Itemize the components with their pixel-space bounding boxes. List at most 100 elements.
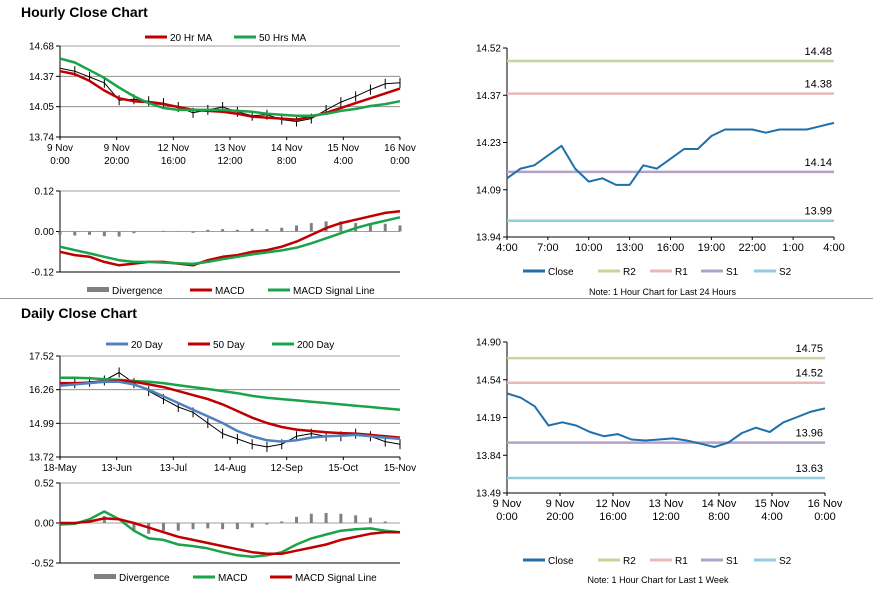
hourly-price-x-tick-label: 16 Nov bbox=[384, 143, 416, 154]
hourly-24h-y-tick-label: 14.23 bbox=[476, 138, 501, 149]
hourly-24h-legend-label: R1 bbox=[675, 267, 688, 278]
daily-section-title: Daily Close Chart bbox=[21, 305, 137, 321]
daily-price-y-tick-label: 13.72 bbox=[29, 453, 54, 464]
daily-price-x-tick-label: 14-Aug bbox=[214, 463, 246, 474]
hourly-macd-legend-label: MACD Signal Line bbox=[293, 286, 375, 297]
daily-macd-series-macd-signal-line bbox=[60, 517, 400, 556]
hourly-macd-series-macd-signal-line bbox=[59, 216, 401, 266]
hourly-price-y-tick-label: 14.68 bbox=[29, 42, 54, 53]
hourly-week-level-label: 13.96 bbox=[795, 428, 823, 440]
hourly-week-x-tick-label: 8:00 bbox=[708, 511, 729, 523]
hourly-week-x-tick-label: 0:00 bbox=[496, 511, 517, 523]
hourly-24h-x-tick-label: 4:00 bbox=[496, 242, 517, 254]
hourly-24h-x-tick-label: 1:00 bbox=[782, 242, 803, 254]
hourly-price-y-tick-label: 14.05 bbox=[29, 102, 54, 113]
daily-price-legend-label: 50 Day bbox=[213, 340, 245, 351]
daily-price-y-tick-label: 17.52 bbox=[29, 352, 54, 363]
hourly-week-y-tick-label: 14.90 bbox=[476, 338, 501, 349]
hourly-week-legend-label: S2 bbox=[779, 556, 792, 567]
hourly-week-x-tick-label: 9 Nov bbox=[546, 498, 575, 510]
hourly-week-x-tick-label: 20:00 bbox=[546, 511, 574, 523]
hourly-24h-y-tick-label: 14.52 bbox=[476, 44, 501, 55]
hourly-week-legend-label: R2 bbox=[623, 556, 636, 567]
hourly-24h-y-tick-label: 13.94 bbox=[476, 233, 501, 244]
hourly-24h-x-tick-label: 16:00 bbox=[657, 242, 685, 254]
daily-macd-legend-swatch bbox=[94, 574, 116, 579]
daily-price-x-tick-label: 12-Sep bbox=[271, 463, 304, 474]
hourly-24h-level-label: 14.14 bbox=[804, 157, 832, 169]
daily-price-x-tick-label: 13-Jul bbox=[160, 463, 187, 474]
hourly-week-legend-label: R1 bbox=[675, 556, 688, 567]
hourly-week-legend-label: Close bbox=[548, 556, 574, 567]
hourly-24h-series-close bbox=[506, 121, 835, 186]
hourly-24h-level-label: 14.48 bbox=[804, 46, 832, 58]
hourly-week-level-label: 14.75 bbox=[795, 343, 823, 355]
hourly-week-x-tick-label: 15 Nov bbox=[755, 498, 790, 510]
hourly-week-x-tick-label: 14 Nov bbox=[702, 498, 737, 510]
hourly-price-x-tick-label: 0:00 bbox=[390, 156, 410, 167]
hourly-week-x-tick-label: 12:00 bbox=[652, 511, 680, 523]
hourly-macd-y-tick-label: -0.12 bbox=[31, 268, 54, 279]
hourly-week-x-tick-label: 16 Nov bbox=[808, 498, 843, 510]
hourly-24h-y-tick-label: 14.37 bbox=[476, 91, 501, 102]
daily-price-legend-label: 200 Day bbox=[297, 340, 334, 351]
hourly-week-x-tick-label: 16:00 bbox=[599, 511, 627, 523]
hourly-24h-x-tick-label: 10:00 bbox=[575, 242, 603, 254]
hourly-price-x-tick-label: 13 Nov bbox=[214, 143, 246, 154]
hourly-24h-legend-label: Close bbox=[548, 267, 574, 278]
hourly-week-y-tick-label: 14.54 bbox=[476, 375, 501, 386]
hourly-week-series-close bbox=[506, 392, 826, 448]
hourly-price-y-tick-label: 14.37 bbox=[29, 72, 54, 83]
hourly-price-x-tick-label: 0:00 bbox=[50, 156, 70, 167]
hourly-price-x-tick-label: 8:00 bbox=[277, 156, 297, 167]
hourly-price-x-tick-label: 14 Nov bbox=[271, 143, 303, 154]
hourly-macd-series-macd bbox=[59, 210, 401, 267]
hourly-24h-level-label: 14.38 bbox=[804, 79, 832, 91]
daily-price-x-tick-label: 18-May bbox=[43, 463, 76, 474]
hourly-price-series-50-hrs-ma bbox=[59, 57, 401, 117]
daily-price-y-tick-label: 14.99 bbox=[29, 419, 54, 430]
daily-macd-legend-label: MACD Signal Line bbox=[295, 573, 377, 584]
hourly-24h-x-tick-label: 7:00 bbox=[537, 242, 558, 254]
hourly-macd-y-tick-label: 0.12 bbox=[35, 187, 55, 198]
hourly-section-title: Hourly Close Chart bbox=[21, 4, 148, 20]
hourly-24h-level-label: 13.99 bbox=[804, 206, 832, 218]
hourly-macd-legend-label: Divergence bbox=[112, 286, 163, 297]
daily-price-legend-label: 20 Day bbox=[131, 340, 163, 351]
hourly-week-x-tick-label: 13 Nov bbox=[649, 498, 684, 510]
daily-macd-legend-label: Divergence bbox=[119, 573, 170, 584]
daily-price-series-50-day bbox=[60, 379, 401, 439]
hourly-week-note: Note: 1 Hour Chart for Last 1 Week bbox=[588, 575, 729, 585]
hourly-24h-legend-label: R2 bbox=[623, 267, 636, 278]
hourly-price-x-tick-label: 9 Nov bbox=[47, 143, 73, 154]
hourly-24h-x-tick-label: 13:00 bbox=[616, 242, 644, 254]
hourly-24h-x-tick-label: 22:00 bbox=[738, 242, 766, 254]
daily-price-y-tick-label: 16.26 bbox=[29, 385, 54, 396]
hourly-week-x-tick-label: 12 Nov bbox=[596, 498, 631, 510]
hourly-week-y-tick-label: 14.19 bbox=[476, 413, 501, 424]
hourly-macd-y-tick-label: 0.00 bbox=[35, 227, 55, 238]
daily-macd-y-tick-label: 0.52 bbox=[35, 479, 55, 490]
hourly-24h-y-tick-label: 14.09 bbox=[476, 185, 501, 196]
hourly-price-x-tick-label: 12:00 bbox=[217, 156, 242, 167]
hourly-price-x-tick-label: 20:00 bbox=[104, 156, 129, 167]
hourly-week-y-tick-label: 13.49 bbox=[476, 489, 501, 500]
hourly-week-level-label: 14.52 bbox=[795, 368, 823, 380]
hourly-week-x-tick-label: 4:00 bbox=[761, 511, 782, 523]
hourly-price-series-20-hr-ma bbox=[59, 69, 401, 121]
hourly-price-x-tick-label: 9 Nov bbox=[104, 143, 130, 154]
daily-macd-y-tick-label: -0.52 bbox=[31, 559, 54, 570]
hourly-24h-legend-label: S2 bbox=[779, 267, 792, 278]
hourly-week-legend-label: S1 bbox=[726, 556, 739, 567]
hourly-price-y-tick-label: 13.74 bbox=[29, 133, 54, 144]
hourly-macd-legend-label: MACD bbox=[215, 286, 244, 297]
daily-price-x-tick-label: 15-Nov bbox=[384, 463, 416, 474]
hourly-price-x-tick-label: 4:00 bbox=[334, 156, 354, 167]
hourly-24h-x-tick-label: 19:00 bbox=[698, 242, 726, 254]
hourly-price-x-tick-label: 15 Nov bbox=[327, 143, 359, 154]
hourly-week-x-tick-label: 9 Nov bbox=[493, 498, 522, 510]
hourly-week-y-tick-label: 13.84 bbox=[476, 451, 501, 462]
hourly-24h-legend-label: S1 bbox=[726, 267, 739, 278]
hourly-price-legend-label: 50 Hrs MA bbox=[259, 33, 307, 44]
